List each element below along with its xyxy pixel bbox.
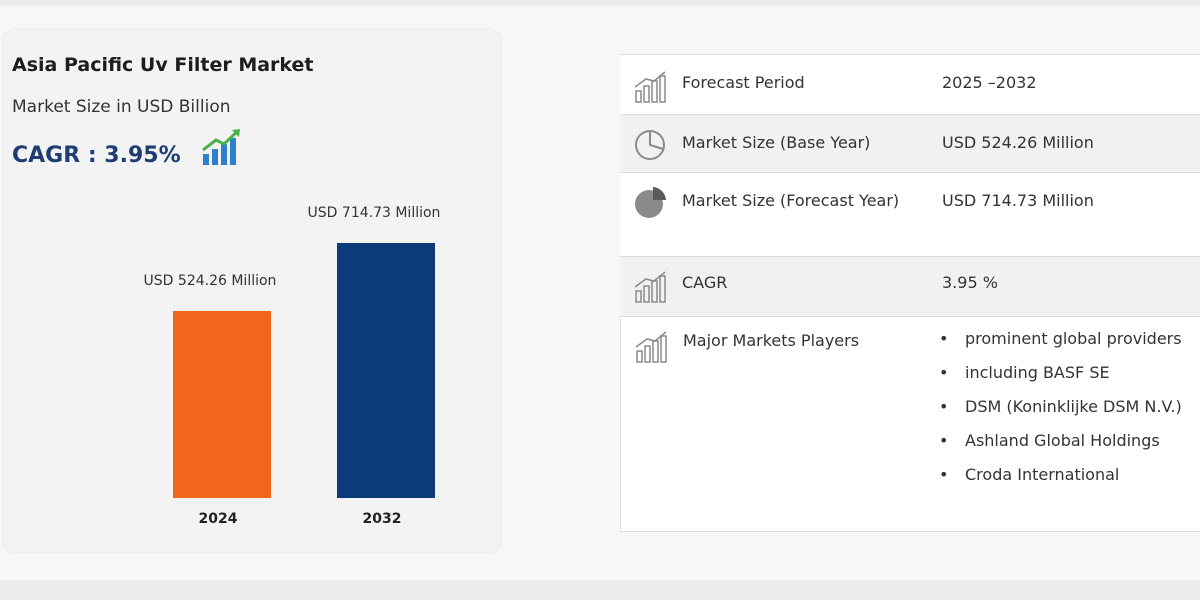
row-label: CAGR: [682, 273, 728, 292]
pie-chart-outline-icon: [635, 130, 665, 160]
list-item: including BASF SE: [937, 359, 1200, 386]
row-label: Market Size (Forecast Year): [682, 191, 900, 210]
growth-chart-icon: [202, 129, 240, 165]
list-item: Ashland Global Holdings: [937, 427, 1200, 454]
market-size-bar-chart: USD 524.26 Million 2024 USD 714.73 Million…: [144, 205, 441, 527]
cagr-headline: CAGR : 3.95%: [12, 143, 181, 168]
category-label-2024: 2024: [199, 511, 238, 527]
bar-2024: [173, 310, 271, 498]
list-item: DSM (Koninklijke DSM N.V.): [937, 393, 1200, 420]
page-title: Asia Pacific Uv Filter Market: [12, 54, 314, 76]
row-value: USD 524.26 Million: [942, 133, 1094, 152]
row-value: USD 714.73 Million: [942, 191, 1094, 210]
row-label: Major Markets Players: [683, 331, 860, 350]
bar-chart-icon: [634, 71, 666, 103]
row-value: 3.95 %: [942, 273, 998, 292]
list-item: Croda International: [937, 461, 1200, 488]
bar-chart-icon: [634, 271, 666, 303]
table-row-forecast-year: Market Size (Forecast Year) USD 714.73 M…: [620, 172, 1200, 257]
bar-2032: [337, 243, 435, 498]
players-list: prominent global providers including BAS…: [937, 325, 1200, 495]
market-summary-table: Forecast Period 2025 –2032 Market Size (…: [620, 54, 1200, 534]
data-label-2032: USD 714.73 Million: [308, 205, 441, 221]
market-size-subtitle: Market Size in USD Billion: [12, 97, 231, 117]
category-label-2032: 2032: [363, 511, 402, 527]
row-label: Forecast Period: [682, 73, 805, 92]
row-value: 2025 –2032: [942, 73, 1037, 92]
data-label-2024: USD 524.26 Million: [144, 273, 277, 289]
list-item: prominent global providers: [937, 325, 1200, 352]
bar-chart-icon: [635, 331, 667, 363]
table-row-cagr: CAGR 3.95 %: [620, 256, 1200, 317]
pie-chart-filled-icon: [635, 187, 666, 218]
row-label: Market Size (Base Year): [682, 133, 871, 152]
table-row-base-year: Market Size (Base Year) USD 524.26 Milli…: [620, 114, 1200, 173]
table-row-players: Major Markets Players prominent global p…: [620, 316, 1200, 532]
table-row-forecast-period: Forecast Period 2025 –2032: [620, 54, 1200, 115]
